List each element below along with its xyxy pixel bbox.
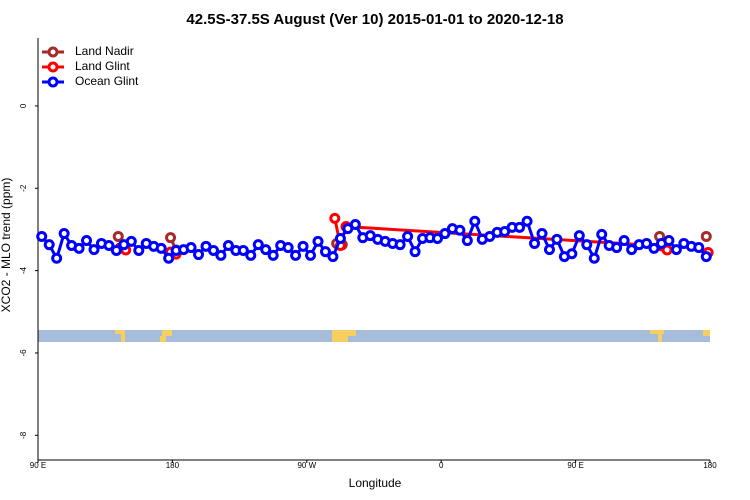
data-point	[245, 249, 257, 261]
data-point	[334, 233, 346, 245]
data-point	[36, 230, 48, 242]
data-point	[112, 230, 124, 242]
data-point	[267, 249, 279, 261]
data-point	[237, 244, 249, 256]
land-patch	[115, 330, 125, 334]
y-tick-label: 0	[19, 103, 28, 108]
data-point	[185, 242, 197, 254]
data-point	[521, 215, 533, 227]
legend-marker	[47, 61, 59, 73]
land-patch	[332, 330, 356, 336]
data-point	[514, 221, 526, 233]
data-point	[215, 249, 227, 261]
land-mask-band	[38, 330, 710, 342]
x-tick-label: 90 W	[297, 461, 316, 470]
data-point	[566, 248, 578, 260]
x-tick-label: 0	[439, 461, 444, 470]
land-patch	[658, 334, 662, 342]
data-point	[536, 228, 548, 240]
data-point	[88, 244, 100, 256]
data-point	[207, 244, 219, 256]
data-point	[469, 215, 481, 227]
data-point	[596, 228, 608, 240]
data-point	[431, 233, 443, 245]
data-point	[110, 244, 122, 256]
data-point	[409, 246, 421, 258]
land-patch	[160, 336, 166, 342]
y-tick-label: -4	[19, 267, 28, 275]
data-point	[648, 242, 660, 254]
data-point	[252, 239, 264, 251]
data-point	[133, 244, 145, 256]
data-point	[529, 237, 541, 249]
data-point	[290, 249, 302, 261]
land-patch	[121, 334, 125, 342]
land-patch	[332, 336, 348, 342]
ocean-band	[38, 330, 710, 342]
x-tick-label: 180	[703, 461, 717, 470]
data-point	[297, 240, 309, 252]
y-axis-label: XCO2 - MLO trend (ppm)	[0, 178, 13, 313]
y-tick-label: -2	[19, 184, 28, 192]
y-tick-label: -6	[19, 349, 28, 357]
data-point	[51, 252, 63, 264]
data-point	[58, 228, 70, 240]
land-patch	[162, 330, 172, 336]
legend-label: Land Glint	[75, 59, 130, 73]
data-point	[312, 235, 324, 247]
legend-label: Ocean Glint	[75, 74, 139, 88]
data-point	[163, 252, 175, 264]
y-tick-label: -8	[19, 431, 28, 439]
data-point	[461, 235, 473, 247]
data-point	[611, 242, 623, 254]
data-point	[329, 212, 341, 224]
legend-label: Land Nadir	[75, 44, 134, 58]
legend-marker	[47, 76, 59, 88]
data-point	[349, 219, 361, 231]
data-point	[394, 239, 406, 251]
data-point	[641, 237, 653, 249]
data-point	[618, 235, 630, 247]
data-point	[193, 249, 205, 261]
data-point	[260, 244, 272, 256]
data-point	[103, 240, 115, 252]
data-point	[43, 239, 55, 251]
data-point	[543, 244, 555, 256]
data-point	[439, 228, 451, 240]
data-point	[165, 232, 177, 244]
data-point	[222, 240, 234, 252]
data-point	[663, 235, 675, 247]
data-point	[73, 242, 85, 254]
data-point	[125, 235, 137, 247]
chart-title: 42.5S-37.5S August (Ver 10) 2015-01-01 t…	[186, 11, 563, 28]
land-patch	[703, 330, 710, 336]
x-tick-label: 90 E	[567, 461, 583, 470]
data-point	[319, 246, 331, 258]
data-point	[402, 230, 414, 242]
data-point	[693, 242, 705, 254]
land-patch	[650, 330, 664, 334]
data-point	[626, 244, 638, 256]
x-axis-label: Longitude	[349, 476, 402, 490]
x-tick-label: 90 E	[30, 461, 46, 470]
legend-marker	[47, 46, 59, 58]
x-tick-label: 180	[166, 461, 180, 470]
data-point	[155, 242, 167, 254]
data-point	[700, 251, 712, 263]
data-point	[588, 252, 600, 264]
data-point	[573, 230, 585, 242]
data-point	[305, 249, 317, 261]
data-point	[581, 239, 593, 251]
data-point	[551, 233, 563, 245]
data-point	[454, 224, 466, 236]
data-point	[670, 244, 682, 256]
data-point	[81, 235, 93, 247]
data-point	[700, 230, 712, 242]
data-point	[282, 242, 294, 254]
data-point	[327, 251, 339, 263]
